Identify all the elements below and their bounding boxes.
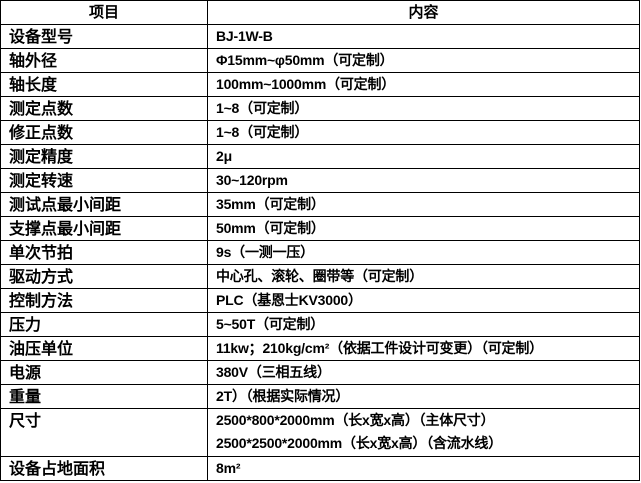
table-row: 压力 5~50T（可定制） bbox=[0, 312, 640, 337]
row-label: 支撑点最小间距 bbox=[0, 216, 208, 241]
row-value: PLC（基恩士KV3000） bbox=[207, 288, 640, 313]
row-value: 30~120rpm bbox=[207, 168, 640, 193]
header-item: 项目 bbox=[0, 0, 208, 25]
row-label: 轴外径 bbox=[0, 48, 208, 73]
row-label: 设备占地面积 bbox=[0, 456, 208, 481]
size-line-1: 2500*800*2000mm（长x宽x高）（主体尺寸） bbox=[216, 412, 495, 428]
table-header: 项目 内容 bbox=[0, 0, 640, 25]
table-row: 驱动方式 中心孔、滚轮、圈带等（可定制） bbox=[0, 264, 640, 289]
table-row: 油压单位 11kw；210kg/cm²（依据工件设计可变更）（可定制） bbox=[0, 336, 640, 361]
row-label: 控制方法 bbox=[0, 288, 208, 313]
row-value: 1~8（可定制） bbox=[207, 96, 640, 121]
row-value: 1~8（可定制） bbox=[207, 120, 640, 145]
row-value: 2T）（根据实际情况） bbox=[207, 384, 640, 409]
row-label: 测试点最小间距 bbox=[0, 192, 208, 217]
row-value: 9s（一测一压） bbox=[207, 240, 640, 265]
table-row: 测定点数 1~8（可定制） bbox=[0, 96, 640, 121]
row-label: 单次节拍 bbox=[0, 240, 208, 265]
row-label: 测定点数 bbox=[0, 96, 208, 121]
row-label: 重量 bbox=[0, 384, 208, 409]
table-row: 测定精度 2μ bbox=[0, 144, 640, 169]
table-row: 测定转速 30~120rpm bbox=[0, 168, 640, 193]
row-value: Φ15mm~φ50mm（可定制） bbox=[207, 48, 640, 73]
row-label: 修正点数 bbox=[0, 120, 208, 145]
table-row: 支撑点最小间距 50mm（可定制） bbox=[0, 216, 640, 241]
row-label: 设备型号 bbox=[0, 24, 208, 49]
table-row: 修正点数 1~8（可定制） bbox=[0, 120, 640, 145]
table-row-size: 尺寸 2500*800*2000mm（长x宽x高）（主体尺寸） 2500*2500*… bbox=[0, 408, 640, 457]
row-value: 35mm（可定制） bbox=[207, 192, 640, 217]
row-value: 100mm~1000mm（可定制） bbox=[207, 72, 640, 97]
table-row: 控制方法 PLC（基恩士KV3000） bbox=[0, 288, 640, 313]
row-label: 轴长度 bbox=[0, 72, 208, 97]
header-content: 内容 bbox=[207, 0, 640, 25]
row-value: 中心孔、滚轮、圈带等（可定制） bbox=[207, 264, 640, 289]
table-row: 轴外径 Φ15mm~φ50mm（可定制） bbox=[0, 48, 640, 73]
row-label: 测定转速 bbox=[0, 168, 208, 193]
row-value: 2μ bbox=[207, 144, 640, 169]
table-row: 设备占地面积 8m² bbox=[0, 456, 640, 481]
row-value: 8m² bbox=[207, 456, 640, 481]
row-value: BJ-1W-B bbox=[207, 24, 640, 49]
table-row: 测试点最小间距 35mm（可定制） bbox=[0, 192, 640, 217]
row-value: 380V（三相五线） bbox=[207, 360, 640, 385]
size-line-2: 2500*2500*2000mm（长x宽x高）（含流水线） bbox=[216, 435, 502, 451]
table-row: 重量 2T）（根据实际情况） bbox=[0, 384, 640, 409]
row-value: 2500*800*2000mm（长x宽x高）（主体尺寸） 2500*2500*20… bbox=[207, 408, 640, 457]
row-label: 电源 bbox=[0, 360, 208, 385]
row-value: 5~50T（可定制） bbox=[207, 312, 640, 337]
table-row: 电源 380V（三相五线） bbox=[0, 360, 640, 385]
row-label: 尺寸 bbox=[0, 408, 208, 457]
table-row: 设备型号 BJ-1W-B bbox=[0, 24, 640, 49]
row-value: 50mm（可定制） bbox=[207, 216, 640, 241]
row-label: 油压单位 bbox=[0, 336, 208, 361]
row-label: 测定精度 bbox=[0, 144, 208, 169]
row-label: 压力 bbox=[0, 312, 208, 337]
table-row: 轴长度 100mm~1000mm（可定制） bbox=[0, 72, 640, 97]
row-label: 驱动方式 bbox=[0, 264, 208, 289]
row-value: 11kw；210kg/cm²（依据工件设计可变更）（可定制） bbox=[207, 336, 640, 361]
table-row: 单次节拍 9s（一测一压） bbox=[0, 240, 640, 265]
